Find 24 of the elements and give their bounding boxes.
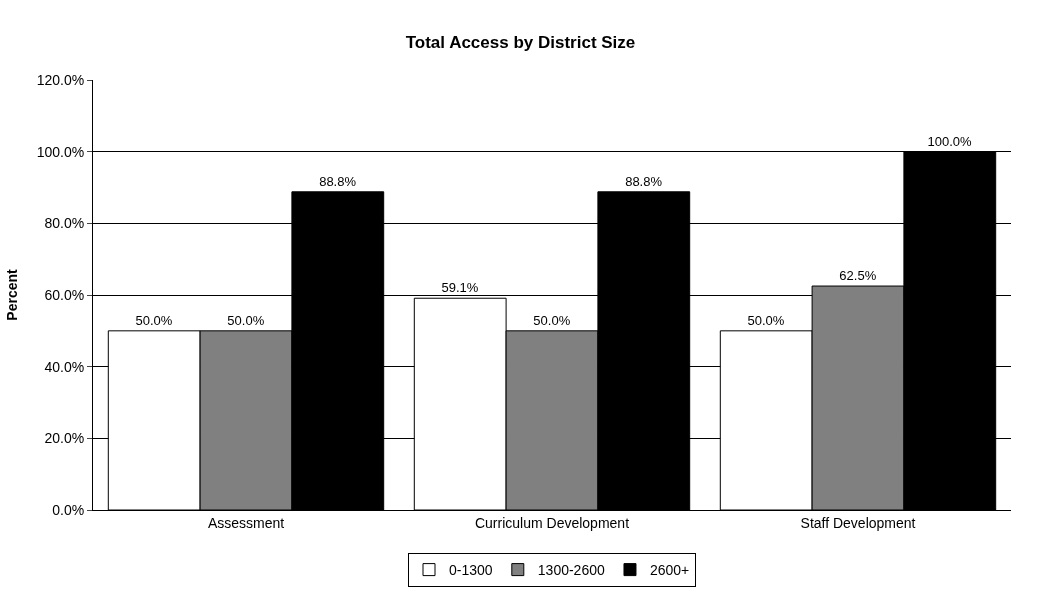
y-axis-title: Percent (4, 268, 21, 321)
data-label: 88.8% (625, 173, 663, 189)
x-tick-label: Curriculum Development (474, 514, 630, 531)
data-label: 62.5% (839, 268, 877, 284)
y-tick-label: 0.0% (52, 501, 85, 518)
y-tick-label: 20.0% (44, 430, 85, 447)
x-tick-label: Assessment (207, 514, 285, 531)
data-label: 50.0% (533, 312, 571, 328)
y-tick-label: 100.0% (36, 143, 85, 160)
data-label: 100.0% (927, 133, 973, 149)
data-label: 50.0% (135, 312, 173, 328)
y-tick-label: 80.0% (44, 215, 85, 232)
data-label: 88.8% (319, 173, 357, 189)
data-label: 50.0% (227, 312, 265, 328)
data-label: 59.1% (441, 280, 479, 296)
y-tick-label: 60.0% (44, 286, 85, 303)
legend-label: 2600+ (649, 562, 690, 579)
legend-label: 1300-2600 (537, 562, 605, 579)
y-tick-label: 120.0% (36, 71, 85, 88)
data-label: 50.0% (747, 312, 785, 328)
x-tick-label: Staff Development (800, 514, 916, 531)
chart-title: Total Access by District Size (405, 32, 636, 52)
legend-label: 0-1300 (449, 562, 493, 579)
y-tick-label: 40.0% (44, 358, 85, 375)
